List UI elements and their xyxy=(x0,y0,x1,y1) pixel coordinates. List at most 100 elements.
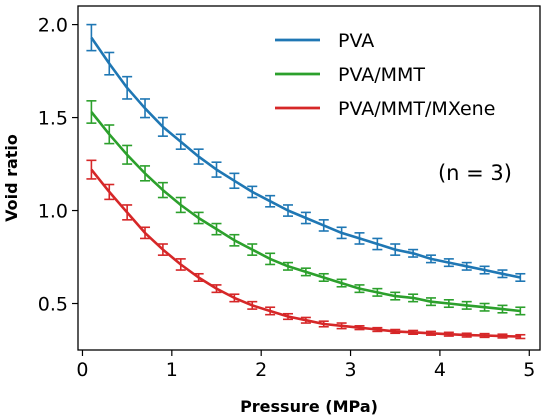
error-bar xyxy=(461,300,472,310)
legend-label: PVA xyxy=(338,30,374,52)
error-bar xyxy=(443,298,454,309)
error-bar xyxy=(104,51,115,76)
y-axis: 0.5 1.0 1.5 2.0 xyxy=(38,15,78,316)
plot-frame xyxy=(77,5,541,351)
legend: PVA PVA/MMT PVA/MMT/MXene xyxy=(275,30,495,120)
error-bar xyxy=(408,329,419,335)
error-bar xyxy=(300,267,311,277)
error-bar xyxy=(193,148,204,165)
error-bar xyxy=(175,258,186,271)
error-bar xyxy=(318,272,329,283)
legend-item: PVA/MMT/MXene xyxy=(275,98,495,120)
error-bar xyxy=(157,181,168,199)
error-bar xyxy=(122,144,133,165)
error-bar xyxy=(461,332,472,338)
error-bar xyxy=(372,287,383,297)
series-pva-mmt-mxene xyxy=(86,159,526,340)
error-bar xyxy=(104,124,115,145)
error-bar xyxy=(265,306,276,316)
error-bar xyxy=(443,331,454,337)
error-bar xyxy=(408,293,419,303)
error-bar xyxy=(354,325,365,331)
series-line xyxy=(90,168,521,338)
error-bar xyxy=(157,243,168,256)
error-bar xyxy=(86,159,97,180)
legend-item: PVA/MMT xyxy=(275,64,425,86)
error-bar xyxy=(229,233,240,247)
error-bar xyxy=(300,316,311,324)
error-bar xyxy=(211,284,222,294)
y-axis-label: Void ratio xyxy=(2,134,21,222)
y-tick-label: 2.0 xyxy=(38,15,68,37)
error-bar xyxy=(157,116,168,137)
error-bar xyxy=(336,278,347,288)
error-bar xyxy=(193,211,204,225)
error-bar xyxy=(497,269,508,279)
error-bar xyxy=(247,300,258,310)
legend-label: PVA/MMT/MXene xyxy=(338,98,495,120)
error-bar xyxy=(354,284,365,294)
error-bar xyxy=(86,23,97,52)
error-bar xyxy=(265,194,276,208)
error-bar xyxy=(336,322,347,330)
error-bar xyxy=(515,306,526,316)
error-bar xyxy=(140,165,151,182)
error-bar xyxy=(390,243,401,256)
error-bar xyxy=(425,254,436,264)
x-axis: 0 1 2 3 4 5 xyxy=(76,350,535,381)
error-bar xyxy=(390,291,401,301)
error-bar xyxy=(318,219,329,232)
sample-size-annotation: (n = 3) xyxy=(438,161,512,185)
error-bar xyxy=(354,232,365,245)
error-bar xyxy=(443,258,454,268)
error-bar xyxy=(461,261,472,271)
error-bar xyxy=(211,161,222,178)
x-tick-label: 2 xyxy=(255,359,267,381)
error-bar xyxy=(265,252,276,266)
series-pva-mmt xyxy=(86,100,526,316)
error-bar xyxy=(479,265,490,275)
x-tick-label: 5 xyxy=(523,359,535,381)
error-bar xyxy=(175,133,186,150)
error-bar xyxy=(318,320,329,328)
error-bar xyxy=(104,183,115,201)
error-bar xyxy=(300,211,311,225)
error-bar xyxy=(211,222,222,236)
error-bar xyxy=(247,185,258,199)
series-pva xyxy=(86,23,526,283)
x-tick-label: 3 xyxy=(345,359,357,381)
error-bar xyxy=(140,226,151,240)
error-bar xyxy=(336,226,347,240)
error-bar xyxy=(247,243,258,256)
y-tick-label: 0.5 xyxy=(38,294,68,316)
error-bar xyxy=(283,261,293,271)
error-bar xyxy=(86,100,97,124)
error-bar xyxy=(175,196,186,214)
error-bar xyxy=(515,272,526,283)
x-axis-label: Pressure (MPa) xyxy=(240,397,378,416)
error-bar xyxy=(425,297,436,307)
error-bar xyxy=(229,172,240,190)
error-bar xyxy=(390,328,401,335)
error-bar xyxy=(283,312,293,321)
error-bar xyxy=(497,304,508,314)
error-bar xyxy=(515,333,526,340)
x-tick-label: 0 xyxy=(76,359,88,381)
error-bar xyxy=(122,204,133,221)
legend-item: PVA xyxy=(275,30,374,52)
y-tick-label: 1.5 xyxy=(38,108,68,130)
y-tick-label: 1.0 xyxy=(38,201,68,223)
error-bar xyxy=(283,204,293,217)
error-bar xyxy=(425,330,436,336)
error-bar xyxy=(372,326,383,333)
error-bar xyxy=(497,333,508,339)
error-bar xyxy=(408,248,419,258)
x-tick-label: 1 xyxy=(166,359,178,381)
x-tick-label: 4 xyxy=(434,359,446,381)
error-bar xyxy=(229,293,240,303)
series-layer xyxy=(86,23,526,340)
error-bar xyxy=(479,302,490,312)
series-line xyxy=(90,111,521,313)
legend-label: PVA/MMT xyxy=(338,64,425,86)
error-bar xyxy=(479,332,490,339)
